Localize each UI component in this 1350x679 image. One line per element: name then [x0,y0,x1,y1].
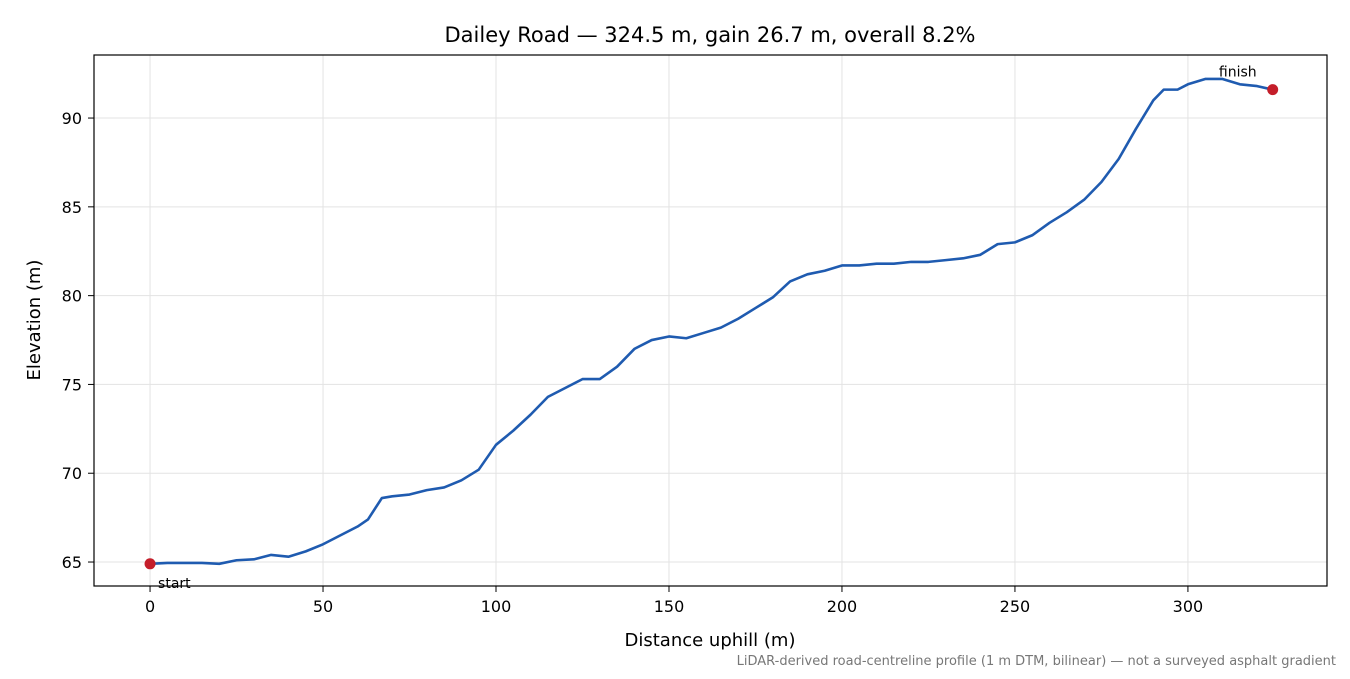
y-axis-label: Elevation (m) [24,260,45,381]
endpoint-marker [144,558,156,570]
annotation: start [158,576,191,592]
x-axis-label: Distance uphill (m) [625,630,796,651]
endpoint-marker [1267,84,1279,96]
x-tick-label: 150 [654,597,685,616]
elevation-line [149,77,1273,566]
y-tick-label: 90 [62,109,82,128]
y-tick-label: 80 [62,287,82,306]
chart-title: Dailey Road — 324.5 m, gain 26.7 m, over… [444,23,975,47]
x-tick-label: 200 [827,597,858,616]
plot-frame [93,54,1328,587]
y-tick-label: 65 [62,553,82,572]
x-tick-label: 250 [1000,597,1031,616]
y-tick-label: 70 [62,464,82,483]
footnote: LiDAR-derived road-centreline profile (1… [737,654,1336,669]
x-tick-label: 300 [1173,597,1204,616]
annotation: finish [1219,65,1257,81]
x-tick-label: 0 [145,597,155,616]
y-tick-label: 85 [62,198,82,217]
x-tick-label: 100 [481,597,512,616]
y-tick-label: 75 [62,375,82,394]
x-tick-label: 50 [313,597,333,616]
